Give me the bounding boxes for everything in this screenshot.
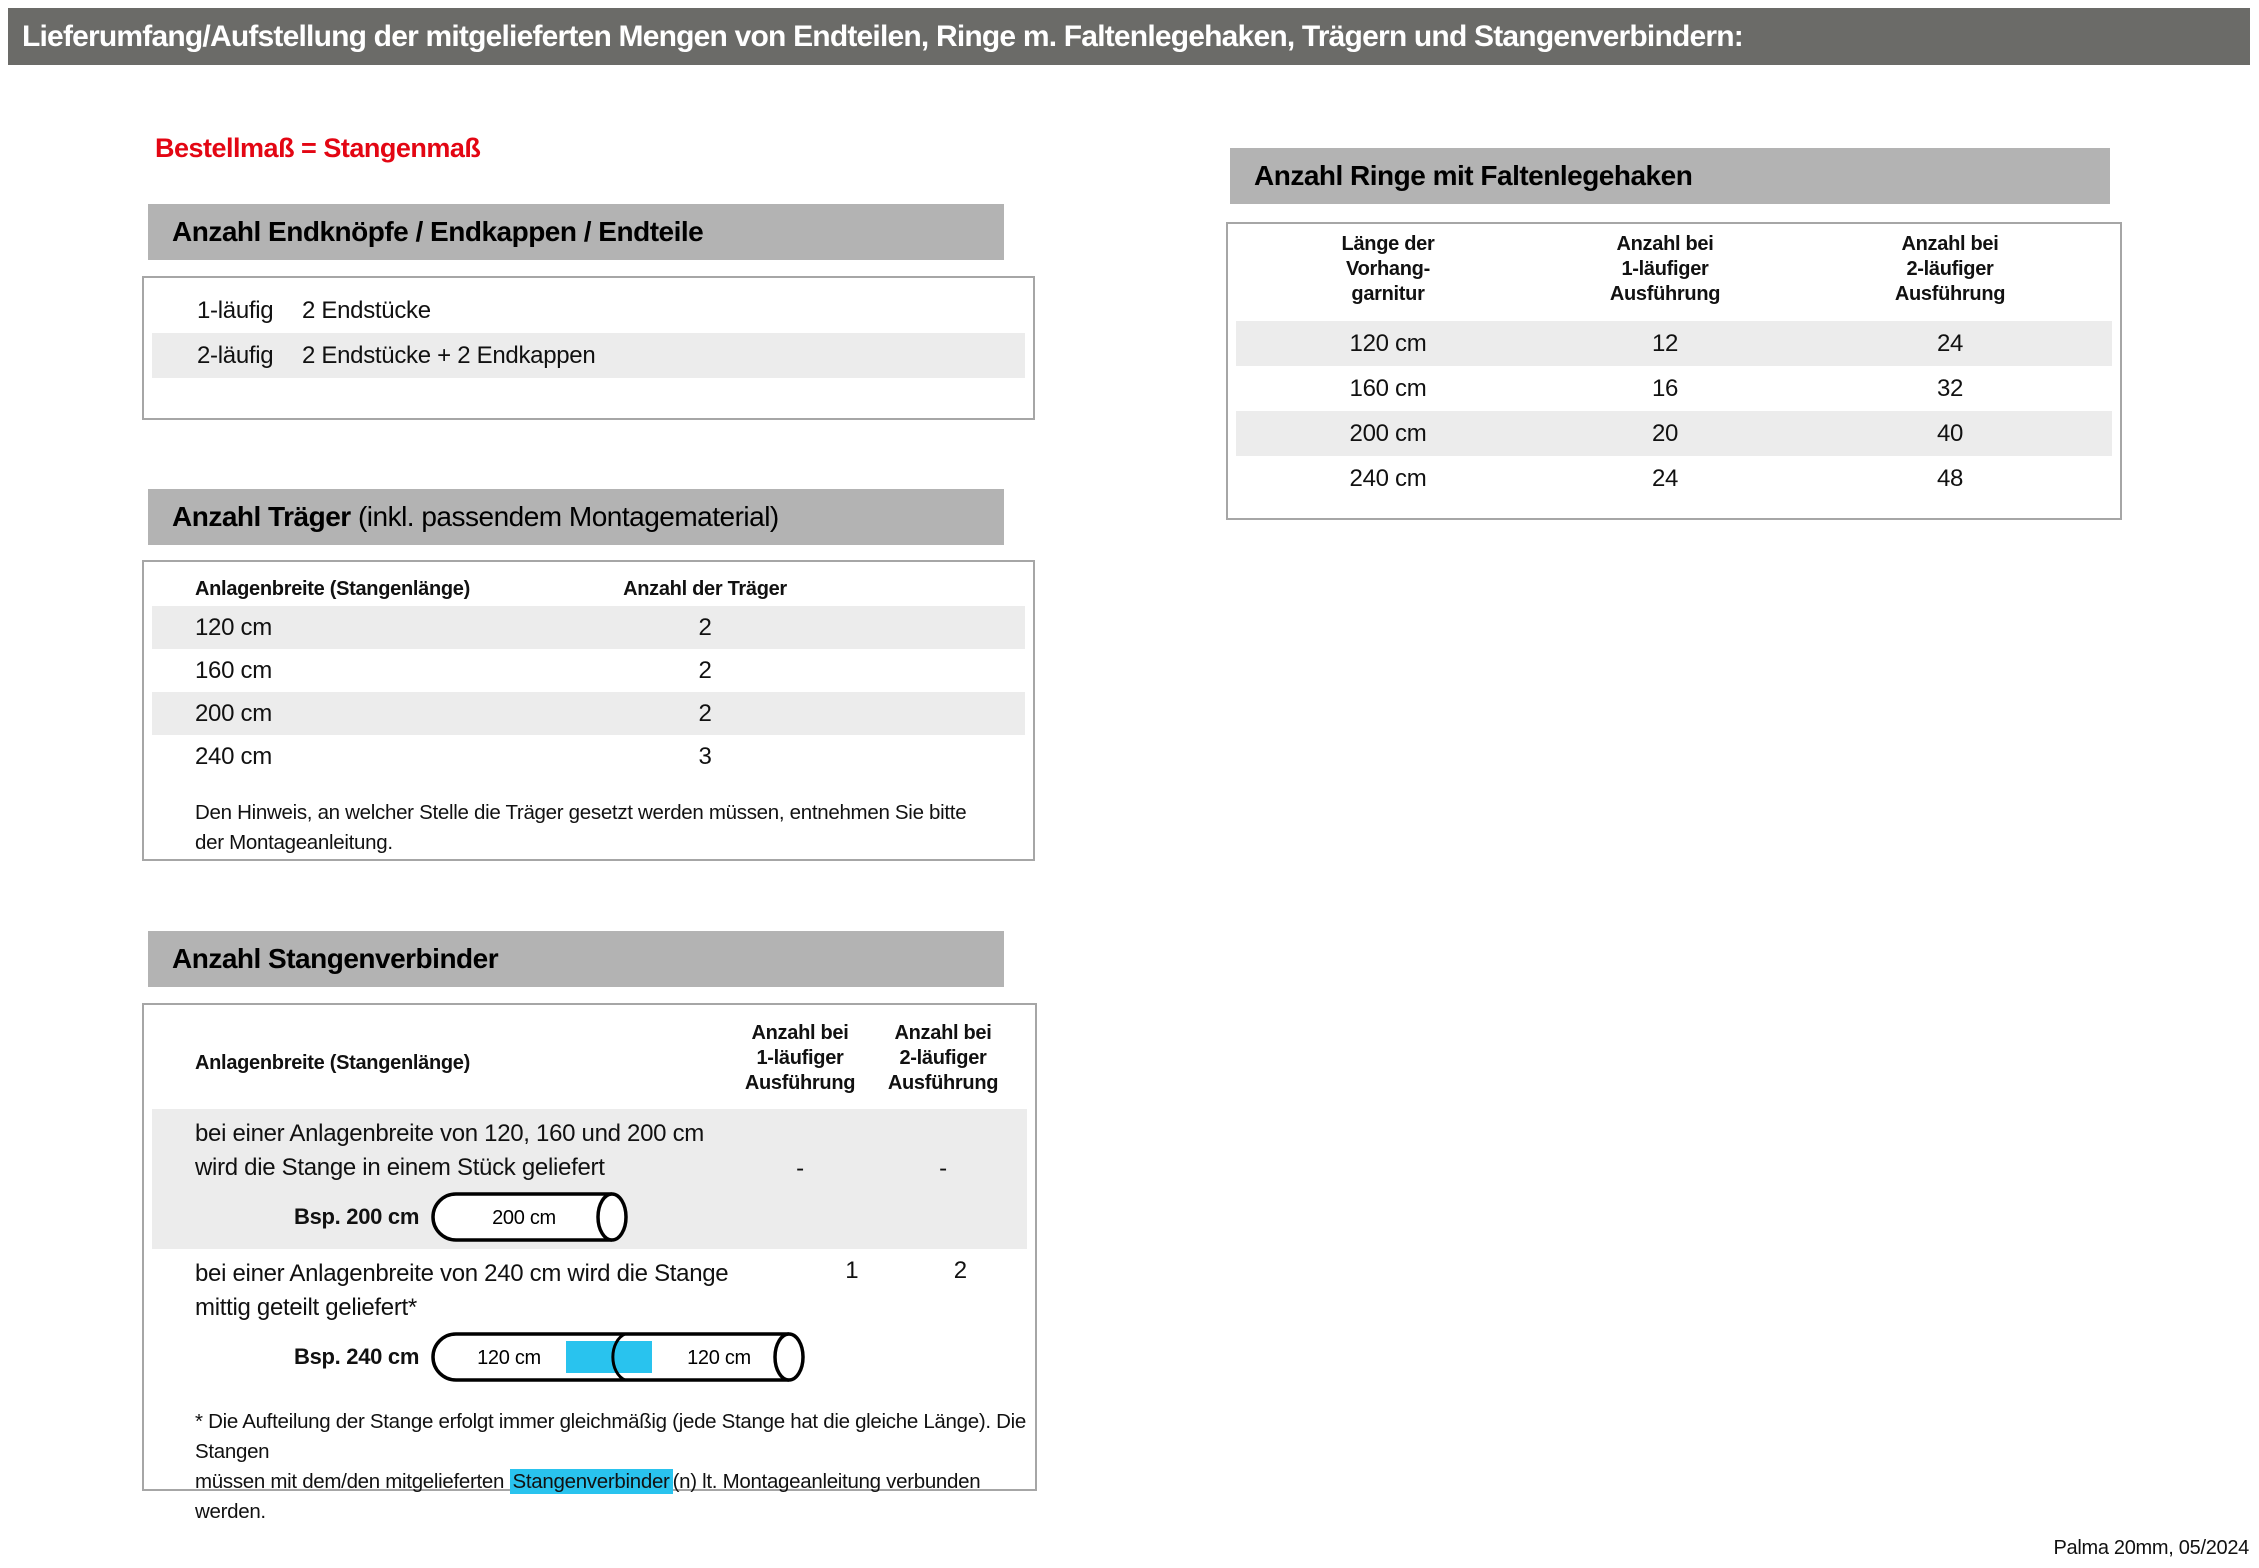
- order-measure-note: Bestellmaß = Stangenmaß: [155, 133, 481, 163]
- value-1run: 1: [845, 1257, 859, 1284]
- section-header-verbinder-label: Anzahl Stangenverbinder: [172, 943, 499, 974]
- column-header-length: Länge der Vorhang- garnitur: [1341, 233, 1435, 305]
- column-header-1run: Anzahl bei 1-läufiger Ausführung: [744, 1022, 856, 1094]
- rings-table: Länge der Vorhang- garnitur Anzahl bei 1…: [1226, 222, 2122, 520]
- example-label: Bsp. 200 cm: [294, 1204, 420, 1229]
- count-2run: 40: [1936, 420, 1964, 447]
- column-header-2run: Anzahl bei 2-läufiger Ausführung: [1894, 233, 2006, 305]
- count-value: 2: [698, 699, 712, 727]
- run-type-value: 2 Endstücke: [302, 296, 431, 324]
- run-type-label: 1-läufig: [197, 296, 274, 324]
- column-header-count: Anzahl der Träger: [623, 577, 787, 600]
- count-value: 2: [698, 613, 712, 641]
- traeger-table: Anlagenbreite (Stangenlänge) Anzahl der …: [142, 560, 1035, 861]
- section-header-traeger-bold: Anzahl Träger: [172, 501, 351, 532]
- section-header-verbinder: Anzahl Stangenverbinder: [148, 931, 1004, 987]
- traeger-table-header: Anlagenbreite (Stangenlänge) Anzahl der …: [152, 572, 1025, 606]
- column-header-width: Anlagenbreite (Stangenlänge): [195, 1051, 470, 1074]
- traeger-note-line2: der Montageanleitung.: [195, 831, 393, 854]
- count-value: 2: [698, 656, 712, 684]
- count-1run: 12: [1651, 330, 1679, 357]
- rod-illustration-240cm-split: 120 cm 120 cm: [431, 1332, 805, 1382]
- column-header-width: Anlagenbreite (Stangenlänge): [195, 577, 470, 600]
- section-header-rings: Anzahl Ringe mit Faltenlegehaken: [1230, 148, 2110, 204]
- highlighted-term: Stangenverbinder: [509, 1469, 673, 1494]
- verbinder-table-header: Anlagenbreite (Stangenlänge) Anzahl bei …: [152, 1017, 1027, 1109]
- width-value: 120 cm: [195, 613, 272, 641]
- endpieces-table: 1-läufig 2 Endstücke 2-läufig 2 Endstück…: [142, 276, 1035, 420]
- section-header-traeger-rest: (inkl. passendem Montagematerial): [350, 501, 779, 532]
- section-header-traeger: Anzahl Träger (inkl. passendem Montagema…: [148, 489, 1004, 545]
- column-header-2run: Anzahl bei 2-läufiger Ausführung: [887, 1022, 999, 1094]
- footnote-line1: * Die Aufteilung der Stange erfolgt imme…: [195, 1410, 1027, 1463]
- table-row: 240 cm 24 48: [1236, 456, 2112, 501]
- example-label: Bsp. 240 cm: [294, 1344, 420, 1369]
- rod-illustration-200cm: 200 cm: [431, 1192, 628, 1242]
- page-title-banner: Lieferumfang/Aufstellung der mitgeliefer…: [8, 8, 2250, 65]
- table-row: 200 cm 2: [152, 692, 1025, 735]
- width-value: 200 cm: [195, 699, 272, 727]
- count-value: 3: [698, 742, 712, 770]
- width-value: 240 cm: [195, 742, 272, 770]
- value-1run: -: [796, 1155, 804, 1182]
- rod-length-label-left: 120 cm: [477, 1347, 541, 1369]
- table-row: 240 cm 3: [152, 735, 1025, 778]
- table-row: 120 cm 2: [152, 606, 1025, 649]
- version-label: Palma 20mm, 05/2024: [2053, 1537, 2249, 1559]
- count-1run: 24: [1651, 465, 1679, 492]
- verbinder-row-one-piece: bei einer Anlagenbreite von 120, 160 und…: [152, 1109, 1027, 1249]
- width-value: 160 cm: [195, 656, 272, 684]
- section-header-endpieces: Anzahl Endknöpfe / Endkappen / Endteile: [148, 204, 1004, 260]
- value-2run: -: [939, 1155, 947, 1182]
- verbinder-row-split: bei einer Anlagenbreite von 240 cm wird …: [152, 1253, 1027, 1389]
- count-1run: 20: [1651, 420, 1679, 447]
- length-value: 200 cm: [1349, 420, 1427, 447]
- run-type-value: 2 Endstücke + 2 Endkappen: [302, 341, 596, 369]
- section-header-endpieces-label: Anzahl Endknöpfe / Endkappen / Endteile: [172, 216, 704, 247]
- column-header-1run: Anzahl bei 1-läufiger Ausführung: [1609, 233, 1721, 305]
- count-2run: 24: [1936, 330, 1964, 357]
- page-title: Lieferumfang/Aufstellung der mitgeliefer…: [22, 20, 1744, 53]
- footnote-line2: müssen mit dem/den mitgelieferten Stange…: [195, 1469, 981, 1523]
- table-row: 200 cm 20 40: [1236, 411, 2112, 456]
- count-2run: 32: [1936, 375, 1964, 402]
- verbinder-table: Anlagenbreite (Stangenlänge) Anzahl bei …: [142, 1003, 1037, 1523]
- count-2run: 48: [1936, 465, 1964, 492]
- table-row: 1-läufig 2 Endstücke: [152, 288, 1025, 333]
- example-line: Bsp. 240 cm 120 cm 120 cm: [195, 1331, 809, 1383]
- verbinder-footnote: * Die Aufteilung der Stange erfolgt imme…: [152, 1407, 1027, 1527]
- section-header-rings-label: Anzahl Ringe mit Faltenlegehaken: [1254, 160, 1693, 191]
- value-2run: 2: [953, 1257, 967, 1284]
- length-value: 120 cm: [1349, 330, 1427, 357]
- row-description: bei einer Anlagenbreite von 120, 160 und…: [152, 1109, 740, 1249]
- run-type-label: 2-läufig: [197, 341, 274, 369]
- length-value: 160 cm: [1349, 375, 1427, 402]
- table-row: 2-läufig 2 Endstücke + 2 Endkappen: [152, 333, 1025, 378]
- rod-length-label-right: 120 cm: [687, 1347, 751, 1369]
- table-row: 160 cm 16 32: [1236, 366, 2112, 411]
- traeger-note-line1: Den Hinweis, an welcher Stelle die Träge…: [195, 801, 967, 824]
- rod-connector: [566, 1341, 653, 1373]
- table-row: 120 cm 12 24: [1236, 321, 2112, 366]
- count-1run: 16: [1651, 375, 1679, 402]
- rod-length-label: 200 cm: [492, 1207, 556, 1229]
- traeger-note: Den Hinweis, an welcher Stelle die Träge…: [152, 798, 1025, 858]
- example-line: Bsp. 200 cm 200 cm: [195, 1191, 740, 1243]
- length-value: 240 cm: [1349, 465, 1427, 492]
- rings-table-header: Länge der Vorhang- garnitur Anzahl bei 1…: [1236, 232, 2112, 307]
- row-description: bei einer Anlagenbreite von 240 cm wird …: [152, 1253, 809, 1389]
- table-row: 160 cm 2: [152, 649, 1025, 692]
